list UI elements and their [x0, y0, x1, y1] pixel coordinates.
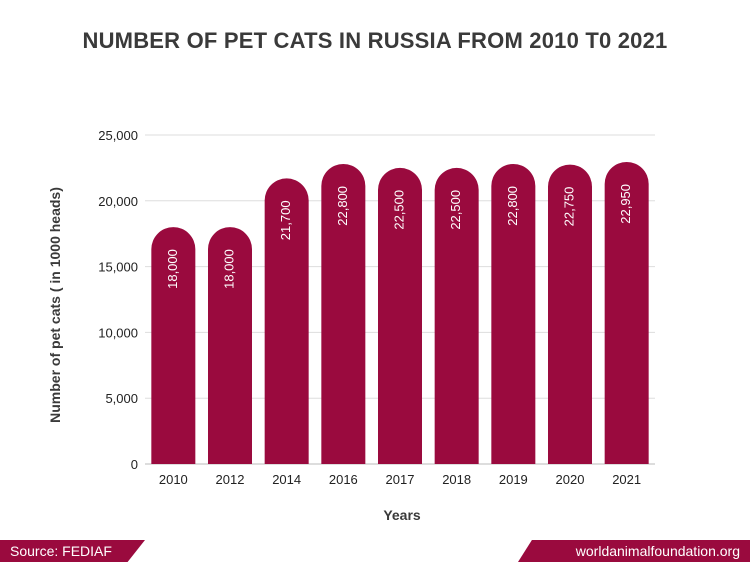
y-axis-ticks: 0 5,000 10,000 15,000 20,000 25,000: [98, 128, 138, 472]
bar-data-label: 22,800: [335, 186, 350, 226]
x-tick-label: 2018: [442, 472, 471, 487]
x-axis-label: Years: [383, 507, 421, 523]
x-tick-label: 2010: [159, 472, 188, 487]
x-tick-label: 2019: [499, 472, 528, 487]
bars: [151, 161, 649, 464]
bar-data-label: 18,000: [221, 249, 236, 289]
x-tick-label: 2020: [556, 472, 585, 487]
y-tick-label: 5,000: [105, 391, 138, 406]
y-tick-label: 25,000: [98, 128, 138, 143]
bar-data-label: 22,950: [618, 184, 633, 224]
y-tick-label: 20,000: [98, 194, 138, 209]
y-tick-label: 15,000: [98, 260, 138, 275]
bar-data-label: 22,500: [448, 190, 463, 230]
x-tick-label: 2017: [386, 472, 415, 487]
bar-data-label: 22,800: [505, 186, 520, 226]
x-tick-label: 2021: [612, 472, 641, 487]
bar-data-label: 22,750: [561, 187, 576, 227]
bar-2012: [208, 227, 252, 464]
bar-data-label: 22,500: [391, 190, 406, 230]
x-tick-label: 2014: [272, 472, 301, 487]
bar-2010: [151, 227, 196, 464]
source-footer: Source: FEDIAF: [0, 540, 145, 562]
bar-data-label: 18,000: [165, 249, 180, 289]
chart-title: NUMBER OF PET CATS IN RUSSIA FROM 2010 T…: [82, 28, 668, 53]
bar-2018: [434, 167, 479, 464]
y-axis-label: Number of pet cats ( in 1000 heads): [47, 187, 63, 423]
bar-2021: [604, 161, 649, 464]
bar-data-label: 21,700: [278, 200, 293, 240]
y-tick-label: 10,000: [98, 325, 138, 340]
bar-data-labels: 18,000 18,000 21,700 22,800 22,500 22,500 22,8…: [165, 184, 633, 289]
bar-2016: [321, 163, 366, 464]
bar-2019: [491, 163, 536, 464]
bar-2017: [378, 167, 422, 464]
x-axis-ticks: 2010 2012 2014 2016 2017 2018 2019 2020 2021: [159, 472, 641, 487]
x-tick-label: 2016: [329, 472, 358, 487]
y-tick-label: 0: [131, 457, 138, 472]
bar-2014: [264, 178, 309, 464]
site-footer: worldanimalfoundation.org: [518, 540, 750, 562]
x-tick-label: 2012: [216, 472, 245, 487]
bar-2020: [548, 164, 592, 464]
